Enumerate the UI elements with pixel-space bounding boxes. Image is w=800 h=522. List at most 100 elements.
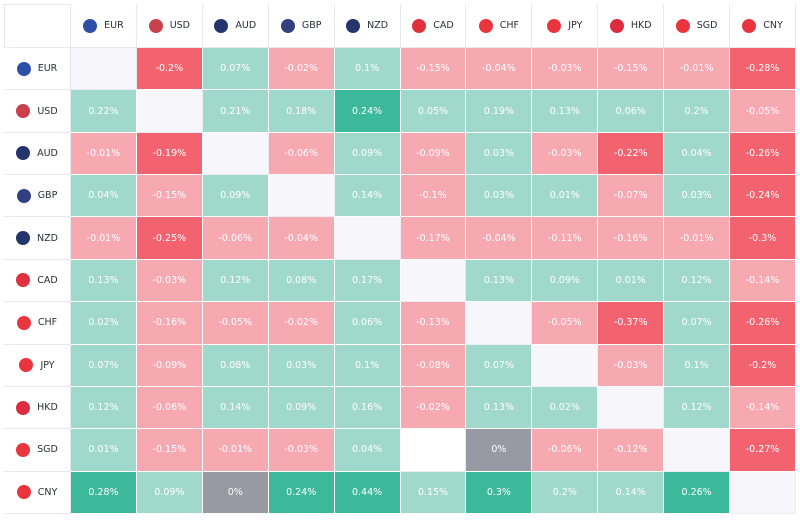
column-header-chf[interactable]: CHF [466,4,533,48]
cell-aud-usd[interactable]: -0.19% [136,132,203,176]
cell-usd-jpy[interactable]: 0.13% [532,90,599,133]
cell-cad-cny[interactable]: -0.14% [730,259,796,303]
column-header-usd[interactable]: USD [136,4,203,48]
cell-sgd-sgd[interactable] [664,429,731,472]
cell-chf-nzd[interactable]: 0.06% [334,302,401,345]
cell-aud-jpy[interactable]: -0.03% [532,132,599,176]
cell-gbp-nzd[interactable]: 0.14% [334,175,401,218]
cell-chf-usd[interactable]: -0.16% [136,302,203,345]
cell-hkd-eur[interactable]: 0.12% [71,386,137,430]
cell-hkd-aud[interactable]: 0.14% [202,386,269,430]
cell-chf-cad[interactable]: -0.13% [400,302,467,345]
cell-cad-nzd[interactable]: 0.17% [334,259,401,303]
column-header-sgd[interactable]: SGD [664,4,731,48]
cell-hkd-usd[interactable]: -0.06% [136,386,203,430]
cell-usd-aud[interactable]: 0.21% [202,90,269,133]
cell-gbp-gbp[interactable] [268,175,335,218]
cell-cny-usd[interactable]: 0.09% [136,471,203,514]
cell-gbp-eur[interactable]: 0.04% [71,175,137,218]
cell-gbp-cny[interactable]: -0.24% [730,175,796,218]
cell-jpy-sgd[interactable]: 0.1% [664,344,731,387]
cell-cny-cad[interactable]: 0.15% [400,471,467,514]
cell-cny-hkd[interactable]: 0.14% [598,471,665,514]
cell-nzd-gbp[interactable]: -0.04% [268,217,335,260]
cell-cad-jpy[interactable]: 0.09% [532,259,599,303]
cell-aud-aud[interactable] [202,132,269,176]
cell-jpy-jpy[interactable] [532,344,599,387]
cell-chf-sgd[interactable]: 0.07% [664,302,731,345]
row-header-nzd[interactable]: NZD [4,217,71,260]
row-header-sgd[interactable]: SGD [4,429,71,472]
row-header-eur[interactable]: EUR [4,48,71,91]
cell-eur-hkd[interactable]: -0.15% [598,48,665,91]
column-header-aud[interactable]: AUD [202,4,269,48]
cell-eur-eur[interactable] [71,48,137,91]
cell-hkd-cny[interactable]: -0.14% [730,386,796,430]
column-header-cad[interactable]: CAD [400,4,467,48]
cell-usd-gbp[interactable]: 0.18% [268,90,335,133]
cell-hkd-hkd[interactable] [598,386,665,430]
cell-hkd-sgd[interactable]: 0.12% [664,386,731,430]
cell-chf-aud[interactable]: -0.05% [202,302,269,345]
cell-sgd-hkd[interactable]: -0.12% [598,429,665,472]
cell-aud-nzd[interactable]: 0.09% [334,132,401,176]
cell-chf-eur[interactable]: 0.02% [71,302,137,345]
cell-sgd-cny[interactable]: -0.27% [730,429,796,472]
cell-usd-hkd[interactable]: 0.06% [598,90,665,133]
cell-cad-chf[interactable]: 0.13% [466,259,533,303]
cell-cad-gbp[interactable]: 0.08% [268,259,335,303]
cell-sgd-nzd[interactable]: 0.04% [334,429,401,472]
column-header-hkd[interactable]: HKD [598,4,665,48]
cell-cad-cad[interactable] [400,259,467,303]
cell-sgd-usd[interactable]: -0.15% [136,429,203,472]
row-header-jpy[interactable]: JPY [4,344,71,387]
cell-aud-sgd[interactable]: 0.04% [664,132,731,176]
cell-hkd-cad[interactable]: -0.02% [400,386,467,430]
cell-nzd-aud[interactable]: -0.06% [202,217,269,260]
cell-chf-hkd[interactable]: -0.37% [598,302,665,345]
cell-cad-aud[interactable]: 0.12% [202,259,269,303]
cell-hkd-jpy[interactable]: 0.02% [532,386,599,430]
cell-aud-eur[interactable]: -0.01% [71,132,137,176]
cell-cny-sgd[interactable]: 0.26% [664,471,731,514]
cell-usd-sgd[interactable]: 0.2% [664,90,731,133]
row-header-chf[interactable]: CHF [4,302,71,345]
cell-gbp-sgd[interactable]: 0.03% [664,175,731,218]
column-header-nzd[interactable]: NZD [334,4,401,48]
cell-cad-eur[interactable]: 0.13% [71,259,137,303]
cell-nzd-jpy[interactable]: -0.11% [532,217,599,260]
cell-gbp-cad[interactable]: -0.1% [400,175,467,218]
cell-eur-nzd[interactable]: 0.1% [334,48,401,91]
cell-cny-gbp[interactable]: 0.24% [268,471,335,514]
cell-aud-gbp[interactable]: -0.06% [268,132,335,176]
cell-usd-eur[interactable]: 0.22% [71,90,137,133]
cell-eur-usd[interactable]: -0.2% [136,48,203,91]
cell-gbp-hkd[interactable]: -0.07% [598,175,665,218]
cell-sgd-eur[interactable]: 0.01% [71,429,137,472]
cell-jpy-cad[interactable]: -0.08% [400,344,467,387]
cell-cny-nzd[interactable]: 0.44% [334,471,401,514]
cell-usd-cad[interactable]: 0.05% [400,90,467,133]
column-header-eur[interactable]: EUR [71,4,137,48]
row-header-gbp[interactable]: GBP [4,175,71,218]
cell-sgd-jpy[interactable]: -0.06% [532,429,599,472]
cell-nzd-usd[interactable]: -0.25% [136,217,203,260]
cell-jpy-usd[interactable]: -0.09% [136,344,203,387]
cell-nzd-chf[interactable]: -0.04% [466,217,533,260]
row-header-hkd[interactable]: HKD [4,386,71,430]
cell-jpy-gbp[interactable]: 0.03% [268,344,335,387]
cell-sgd-aud[interactable]: -0.01% [202,429,269,472]
cell-gbp-usd[interactable]: -0.15% [136,175,203,218]
cell-jpy-hkd[interactable]: -0.03% [598,344,665,387]
cell-jpy-eur[interactable]: 0.07% [71,344,137,387]
cell-nzd-nzd[interactable] [334,217,401,260]
cell-nzd-cad[interactable]: -0.17% [400,217,467,260]
cell-chf-gbp[interactable]: -0.02% [268,302,335,345]
cell-gbp-jpy[interactable]: 0.01% [532,175,599,218]
cell-usd-nzd[interactable]: 0.24% [334,90,401,133]
cell-cad-usd[interactable]: -0.03% [136,259,203,303]
cell-nzd-hkd[interactable]: -0.16% [598,217,665,260]
cell-jpy-chf[interactable]: 0.07% [466,344,533,387]
cell-cny-cny[interactable] [730,471,796,514]
cell-sgd-cad[interactable] [400,429,467,472]
